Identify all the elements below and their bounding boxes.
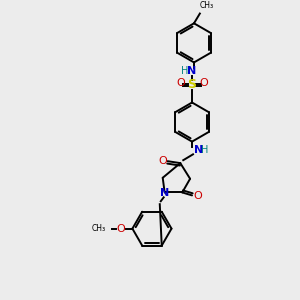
- Text: CH₃: CH₃: [92, 224, 106, 233]
- Text: O: O: [116, 224, 125, 234]
- Text: CH₃: CH₃: [200, 1, 214, 10]
- Text: N: N: [188, 66, 197, 76]
- Text: O: O: [176, 78, 185, 88]
- Text: O: O: [200, 78, 208, 88]
- Text: S: S: [188, 78, 196, 92]
- Text: N: N: [160, 188, 169, 198]
- Text: H: H: [201, 146, 208, 155]
- Text: O: O: [194, 191, 202, 201]
- Text: N: N: [194, 146, 203, 155]
- Text: H: H: [181, 66, 188, 76]
- Text: O: O: [158, 156, 167, 166]
